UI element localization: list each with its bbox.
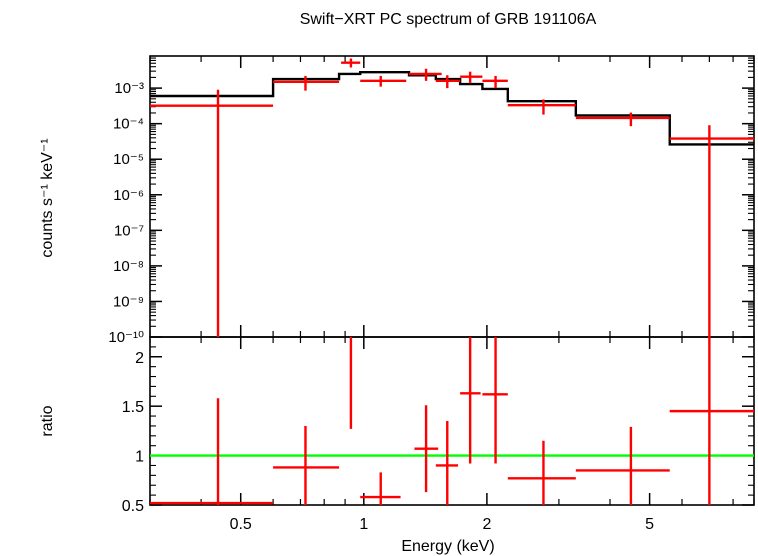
y-tick-label: 10⁻³ [114,80,144,97]
spectrum-data-point [669,125,754,337]
y-tick-label: 10⁻⁴ [113,116,144,133]
spectrum-data-point [273,75,340,91]
y-tick-label: 10⁻¹⁰ [108,329,144,346]
spectrum-data-point [341,58,361,68]
y-tick-label: 10⁻⁸ [113,258,144,275]
chart-title: Swift−XRT PC spectrum of GRB 191106A [300,11,597,28]
bottom-panel-y-label: ratio [39,405,56,436]
spectrum-data-point [409,68,442,81]
x-tick-label: 2 [482,516,491,533]
ratio-data-point [507,440,576,505]
ratio-data-point [273,425,340,505]
model-step-line [150,71,754,146]
spectrum-data-point [575,112,670,127]
y-tick-label: 10⁻⁶ [113,187,144,204]
spectrum-data-point [150,89,274,337]
y-tick-label: 2 [135,350,144,367]
spectrum-data-point [460,71,483,83]
y-tick-label: 10⁻⁹ [113,293,144,310]
bottom-panel-frame [149,336,755,506]
ratio-data-point [414,405,439,493]
spectrum-data-point [482,75,508,89]
spectrum-data-point [360,75,407,87]
spectrum-data-point [435,75,461,89]
spectrum-data-point [507,99,576,115]
x-tick-label: 1 [359,516,368,533]
x-axis-label: Energy (keV) [401,538,494,555]
y-tick-label: 1.5 [122,399,144,416]
ratio-data-point [150,398,274,505]
x-tick-label: 0.5 [230,516,252,533]
x-tick-label: 5 [645,516,654,533]
ratio-data-point [460,337,481,464]
y-tick-label: 10⁻⁵ [113,151,144,168]
ratio-data-point [435,421,459,505]
ratio-data-point [360,472,401,505]
ratio-data-point [669,337,754,505]
ratio-data-point [575,426,670,505]
y-tick-label: 0.5 [122,498,144,515]
top-panel-y-label: counts s⁻¹ keV⁻¹ [39,138,56,257]
top-panel-frame [149,55,755,338]
y-tick-label: 1 [135,449,144,466]
y-tick-label: 10⁻⁷ [114,222,144,239]
ratio-data-point [482,337,508,464]
